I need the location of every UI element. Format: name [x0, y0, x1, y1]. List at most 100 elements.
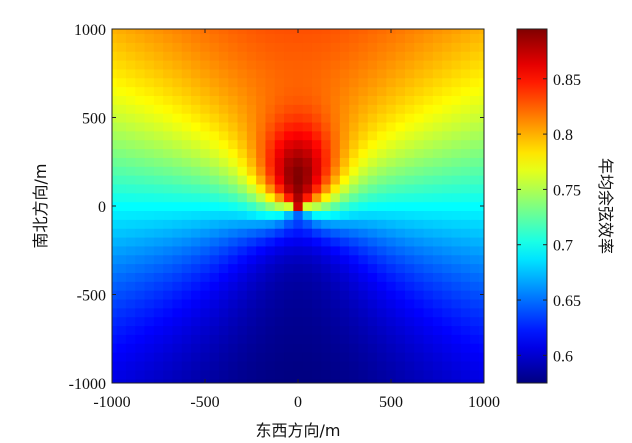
- heatmap-cell: [246, 210, 257, 220]
- heatmap-cell: [274, 175, 285, 185]
- heatmap-cell: [451, 360, 462, 371]
- heatmap-cell: [191, 77, 201, 88]
- heatmap-cell: [395, 219, 406, 229]
- heatmap-cell: [311, 121, 322, 132]
- heatmap-cell: [181, 352, 192, 362]
- heatmap-cell: [349, 29, 360, 35]
- heatmap-cell: [311, 263, 322, 273]
- heatmap-cell: [153, 254, 164, 265]
- heatmap-cell: [395, 334, 406, 344]
- heatmap-cell: [330, 113, 341, 123]
- heatmap-cell: [237, 139, 248, 150]
- heatmap-cell: [460, 307, 471, 318]
- heatmap-cell: [358, 334, 369, 344]
- heatmap-cell: [246, 104, 257, 114]
- heatmap-cell: [395, 263, 406, 273]
- heatmap-cell: [112, 68, 118, 79]
- heatmap-cell: [200, 281, 211, 291]
- heatmap-cell: [163, 298, 174, 309]
- heatmap-cell: [237, 378, 248, 383]
- heatmap-cell: [218, 369, 229, 380]
- heatmap-cell: [284, 95, 294, 105]
- heatmap-cell: [246, 290, 257, 300]
- heatmap-cell: [377, 201, 387, 212]
- heatmap-cell: [349, 59, 360, 70]
- heatmap-cell: [414, 166, 425, 176]
- heatmap-cell: [349, 68, 360, 79]
- heatmap-cell: [432, 219, 443, 229]
- heatmap-cell: [135, 281, 146, 291]
- heatmap-cell: [200, 254, 211, 265]
- heatmap-cell: [191, 263, 201, 273]
- heatmap-cell: [330, 95, 341, 105]
- heatmap-cell: [209, 334, 220, 344]
- heatmap-cell: [386, 130, 397, 141]
- heatmap-cell: [339, 42, 350, 52]
- heatmap-cell: [470, 59, 480, 70]
- heatmap-cell: [442, 121, 453, 132]
- heatmap-cell: [265, 42, 276, 52]
- heatmap-cell: [209, 281, 220, 291]
- heatmap-cell: [284, 51, 294, 61]
- heatmap-cell: [321, 343, 332, 353]
- heatmap-cell: [284, 360, 294, 371]
- heatmap-cell: [349, 281, 360, 291]
- heatmap-cell: [423, 157, 434, 167]
- heatmap-cell: [163, 325, 174, 335]
- heatmap-cell: [423, 307, 434, 318]
- heatmap-cell: [321, 157, 332, 167]
- heatmap-cell: [395, 139, 406, 150]
- heatmap-cell: [135, 29, 146, 35]
- heatmap-cell: [116, 263, 127, 273]
- heatmap-cell: [470, 139, 480, 150]
- heatmap-cell: [116, 201, 127, 212]
- heatmap-cell: [125, 113, 136, 123]
- heatmap-cell: [284, 343, 294, 353]
- heatmap-cell: [172, 210, 183, 220]
- heatmap-cell: [321, 77, 332, 88]
- heatmap-cell: [479, 219, 484, 229]
- heatmap-cell: [339, 316, 350, 327]
- heatmap-cell: [284, 166, 294, 176]
- heatmap-cell: [339, 281, 350, 291]
- heatmap-cell: [395, 157, 406, 167]
- colorbar-tick-label: 0.85: [553, 72, 581, 89]
- heatmap-cell: [181, 175, 192, 185]
- heatmap-cell: [386, 104, 397, 114]
- heatmap-cell: [125, 59, 136, 70]
- heatmap-cell: [460, 59, 471, 70]
- heatmap-cell: [144, 352, 155, 362]
- heatmap-cell: [479, 254, 484, 265]
- heatmap-cell: [112, 298, 118, 309]
- heatmap-cell: [311, 29, 322, 35]
- heatmap-cell: [414, 325, 425, 335]
- heatmap-cell: [432, 228, 443, 238]
- heatmap-cell: [153, 281, 164, 291]
- heatmap-cell: [377, 104, 387, 114]
- heatmap-cell: [414, 334, 425, 344]
- heatmap-cell: [423, 334, 434, 344]
- heatmap-cell: [293, 121, 304, 132]
- heatmap-cell: [479, 334, 484, 344]
- heatmap-cell: [404, 175, 415, 185]
- heatmap-cell: [377, 183, 387, 194]
- heatmap-cell: [470, 86, 480, 96]
- heatmap-cell: [265, 290, 276, 300]
- heatmap-cell: [432, 95, 443, 105]
- heatmap-cell: [470, 352, 480, 362]
- heatmap-cell: [451, 369, 462, 380]
- heatmap-cell: [200, 290, 211, 300]
- heatmap-cell: [321, 51, 332, 61]
- heatmap-cell: [209, 307, 220, 318]
- heatmap-cell: [163, 183, 174, 194]
- heatmap-cell: [330, 369, 341, 380]
- heatmap-cell: [377, 343, 387, 353]
- heatmap-cell: [256, 33, 267, 43]
- heatmap-cell: [246, 113, 257, 123]
- heatmap-cell: [395, 175, 406, 185]
- heatmap-cell: [228, 378, 239, 383]
- heatmap-cell: [284, 352, 294, 362]
- heatmap-cell: [256, 254, 267, 265]
- heatmap-cell: [414, 104, 425, 114]
